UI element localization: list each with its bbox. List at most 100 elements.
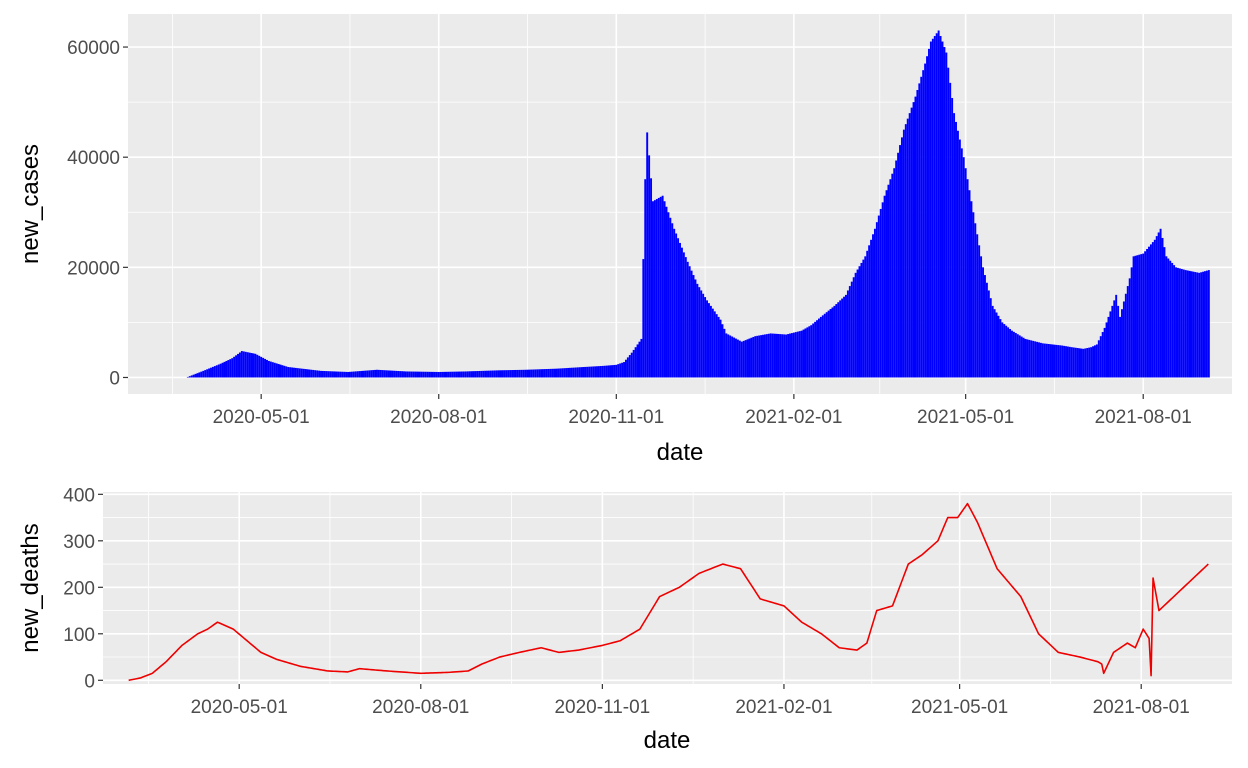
bar (441, 371, 444, 378)
bar (694, 279, 697, 378)
bar (640, 338, 643, 378)
bar (345, 371, 348, 378)
bar (717, 316, 720, 378)
x-tick-label: 2020-08-01 (372, 697, 469, 718)
bar (545, 369, 548, 378)
bar (831, 307, 834, 378)
bar (513, 370, 515, 378)
bar (453, 371, 456, 378)
bar (978, 245, 981, 378)
bar (430, 371, 432, 378)
y-tick-label: 0 (109, 368, 120, 389)
bar (264, 358, 266, 378)
bar (258, 355, 261, 378)
bar (897, 152, 900, 378)
bar (675, 233, 678, 378)
bar (262, 357, 265, 378)
line-series (128, 502, 1209, 682)
x-tick-label: 2020-11-01 (554, 697, 650, 718)
bar (1142, 253, 1145, 378)
bar (393, 370, 396, 378)
bar (321, 370, 324, 378)
bar (779, 334, 782, 378)
bar (1022, 337, 1025, 378)
bar (559, 368, 562, 378)
bar (493, 370, 496, 378)
bar (669, 217, 672, 378)
bar (798, 331, 801, 378)
bar (1148, 246, 1150, 378)
bar (864, 256, 867, 378)
bar (1124, 293, 1127, 378)
bar (225, 360, 228, 378)
y-tick-label: 100 (63, 625, 95, 646)
bar (935, 33, 938, 378)
bar (482, 370, 485, 378)
bar (1202, 271, 1205, 378)
new-deaths-chart: 2020-05-01 2020-08-01 2020-11-01 2021-02-01… (17, 485, 1232, 754)
bar (744, 340, 747, 378)
bar (628, 355, 631, 378)
bar (983, 275, 986, 378)
bar (812, 323, 815, 378)
bar (592, 366, 595, 378)
bar (221, 362, 224, 378)
bar (1159, 228, 1162, 378)
bar (472, 371, 475, 378)
bar (507, 370, 510, 378)
bar (715, 314, 718, 378)
bar (742, 340, 745, 378)
bar (1103, 327, 1106, 378)
bar (1122, 301, 1125, 378)
bar (899, 145, 901, 378)
bar (520, 369, 523, 378)
bar (518, 369, 521, 378)
bar (414, 371, 417, 378)
bar (406, 371, 409, 378)
y-tick-label: 60000 (67, 38, 120, 59)
bar (814, 321, 817, 378)
bar (711, 308, 714, 378)
bar (404, 371, 407, 378)
bar (1130, 267, 1133, 378)
x-tick-label: 2021-02-01 (745, 407, 842, 428)
bar (1157, 232, 1160, 378)
bar (804, 328, 807, 378)
bar (1063, 345, 1066, 378)
y-axis-title: new_cases (17, 144, 44, 264)
bar (362, 370, 365, 378)
bar (775, 333, 778, 378)
bar (966, 179, 969, 378)
bar (1188, 270, 1191, 378)
bar (845, 294, 847, 378)
bar (1175, 267, 1177, 378)
x-tick-label: 2021-08-01 (1093, 697, 1190, 718)
bar (816, 320, 818, 378)
bar (626, 357, 629, 378)
bar (839, 300, 842, 378)
bar (767, 333, 770, 378)
bar (211, 366, 214, 378)
bar (325, 371, 328, 378)
bar (918, 83, 921, 378)
bar (304, 369, 307, 378)
bar (1128, 278, 1131, 378)
bar (964, 168, 967, 378)
bar (735, 338, 737, 378)
bar (659, 196, 662, 378)
bar (868, 245, 871, 378)
bar (250, 353, 253, 378)
bar (609, 365, 612, 378)
bar (769, 333, 772, 378)
bar (1204, 271, 1206, 378)
bar (327, 371, 330, 378)
bar (352, 371, 355, 378)
bar (1086, 348, 1089, 378)
bar (1045, 343, 1048, 378)
bar (397, 370, 400, 378)
bar (943, 47, 946, 378)
bar (941, 41, 944, 378)
bar (383, 370, 386, 378)
bar (358, 371, 361, 378)
bar (543, 369, 546, 378)
